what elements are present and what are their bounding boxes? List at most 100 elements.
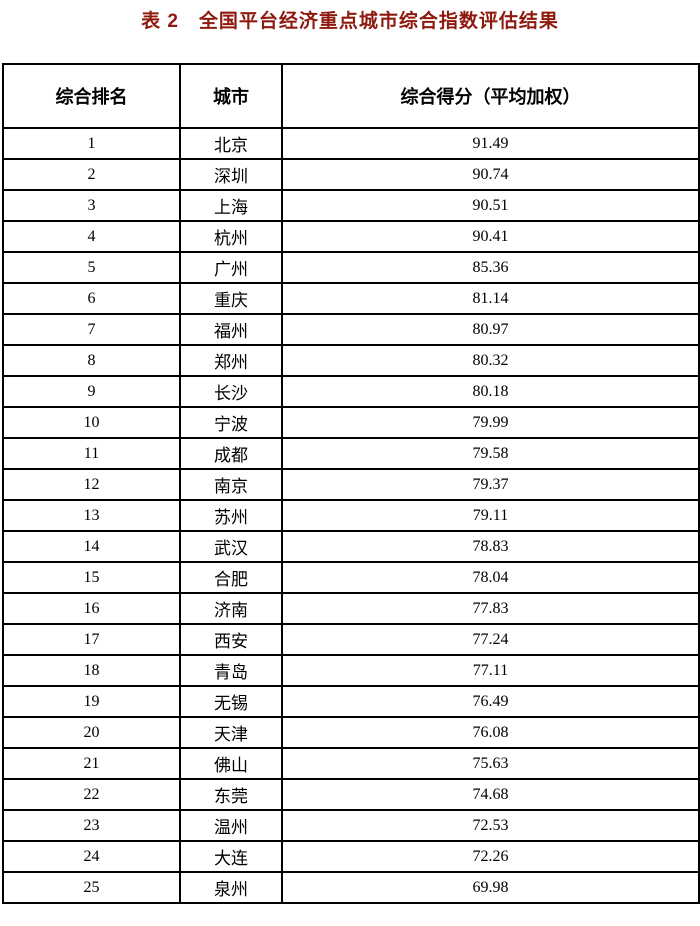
score-cell: 76.08	[281, 716, 700, 749]
table-row: 14 武汉 78.83	[2, 530, 700, 563]
score-cell: 90.51	[281, 189, 700, 222]
header-cell-rank: 综合排名	[2, 63, 181, 129]
header-cell-score: 综合得分（平均加权）	[281, 63, 700, 129]
city-cell: 佛山	[179, 747, 283, 780]
city-cell: 福州	[179, 313, 283, 346]
rank-cell: 15	[2, 561, 181, 594]
score-cell: 74.68	[281, 778, 700, 811]
table-row: 13 苏州 79.11	[2, 499, 700, 532]
rank-cell: 21	[2, 747, 181, 780]
score-cell: 81.14	[281, 282, 700, 315]
rank-cell: 5	[2, 251, 181, 284]
rank-cell: 22	[2, 778, 181, 811]
rank-cell: 18	[2, 654, 181, 687]
rank-cell: 20	[2, 716, 181, 749]
score-cell: 79.11	[281, 499, 700, 532]
header-cell-city: 城市	[179, 63, 283, 129]
score-cell: 69.98	[281, 871, 700, 904]
city-cell: 上海	[179, 189, 283, 222]
score-cell: 80.97	[281, 313, 700, 346]
rank-cell: 13	[2, 499, 181, 532]
city-cell: 苏州	[179, 499, 283, 532]
score-cell: 72.26	[281, 840, 700, 873]
rank-cell: 6	[2, 282, 181, 315]
rank-cell: 3	[2, 189, 181, 222]
page-title: 表 2 全国平台经济重点城市综合指数评估结果	[141, 11, 559, 32]
city-cell: 武汉	[179, 530, 283, 563]
city-cell: 青岛	[179, 654, 283, 687]
score-cell: 90.41	[281, 220, 700, 253]
table-row: 15 合肥 78.04	[2, 561, 700, 594]
table-row: 7 福州 80.97	[2, 313, 700, 346]
table-row: 6 重庆 81.14	[2, 282, 700, 315]
score-cell: 77.24	[281, 623, 700, 656]
rank-cell: 4	[2, 220, 181, 253]
score-cell: 80.18	[281, 375, 700, 408]
score-cell: 79.99	[281, 406, 700, 439]
city-cell: 合肥	[179, 561, 283, 594]
score-cell: 79.37	[281, 468, 700, 501]
score-cell: 91.49	[281, 127, 700, 160]
city-cell: 无锡	[179, 685, 283, 718]
rank-cell: 8	[2, 344, 181, 377]
rank-cell: 2	[2, 158, 181, 191]
table-row: 8 郑州 80.32	[2, 344, 700, 377]
score-cell: 78.83	[281, 530, 700, 563]
rank-cell: 25	[2, 871, 181, 904]
rank-cell: 12	[2, 468, 181, 501]
city-cell: 温州	[179, 809, 283, 842]
city-cell: 广州	[179, 251, 283, 284]
score-cell: 76.49	[281, 685, 700, 718]
score-cell: 75.63	[281, 747, 700, 780]
rank-cell: 16	[2, 592, 181, 625]
table-header-row: 综合排名 城市 综合得分（平均加权）	[2, 63, 700, 129]
city-cell: 大连	[179, 840, 283, 873]
rank-cell: 17	[2, 623, 181, 656]
table-row: 12 南京 79.37	[2, 468, 700, 501]
table-row: 18 青岛 77.11	[2, 654, 700, 687]
table-row: 1 北京 91.49	[2, 127, 700, 160]
rank-cell: 10	[2, 406, 181, 439]
table-row: 24 大连 72.26	[2, 840, 700, 873]
table-row: 21 佛山 75.63	[2, 747, 700, 780]
city-cell: 郑州	[179, 344, 283, 377]
score-cell: 77.11	[281, 654, 700, 687]
score-cell: 78.04	[281, 561, 700, 594]
score-cell: 80.32	[281, 344, 700, 377]
score-cell: 79.58	[281, 437, 700, 470]
city-cell: 杭州	[179, 220, 283, 253]
city-cell: 深圳	[179, 158, 283, 191]
table-row: 22 东莞 74.68	[2, 778, 700, 811]
rank-cell: 7	[2, 313, 181, 346]
table-row: 16 济南 77.83	[2, 592, 700, 625]
table-row: 11 成都 79.58	[2, 437, 700, 470]
table-row: 25 泉州 69.98	[2, 871, 700, 904]
rank-cell: 23	[2, 809, 181, 842]
city-cell: 宁波	[179, 406, 283, 439]
city-cell: 天津	[179, 716, 283, 749]
table-row: 4 杭州 90.41	[2, 220, 700, 253]
city-cell: 长沙	[179, 375, 283, 408]
table-row: 3 上海 90.51	[2, 189, 700, 222]
rank-cell: 24	[2, 840, 181, 873]
city-cell: 南京	[179, 468, 283, 501]
city-cell: 成都	[179, 437, 283, 470]
table-row: 2 深圳 90.74	[2, 158, 700, 191]
score-cell: 85.36	[281, 251, 700, 284]
rank-cell: 9	[2, 375, 181, 408]
score-cell: 77.83	[281, 592, 700, 625]
city-cell: 北京	[179, 127, 283, 160]
rank-cell: 1	[2, 127, 181, 160]
table-row: 19 无锡 76.49	[2, 685, 700, 718]
rank-cell: 19	[2, 685, 181, 718]
city-index-table: 综合排名 城市 综合得分（平均加权） 1 北京 91.49 2 深圳 90.74…	[2, 63, 700, 904]
city-cell: 重庆	[179, 282, 283, 315]
table-row: 5 广州 85.36	[2, 251, 700, 284]
score-cell: 72.53	[281, 809, 700, 842]
city-cell: 东莞	[179, 778, 283, 811]
city-cell: 西安	[179, 623, 283, 656]
table-row: 10 宁波 79.99	[2, 406, 700, 439]
table-row: 17 西安 77.24	[2, 623, 700, 656]
rank-cell: 11	[2, 437, 181, 470]
score-cell: 90.74	[281, 158, 700, 191]
